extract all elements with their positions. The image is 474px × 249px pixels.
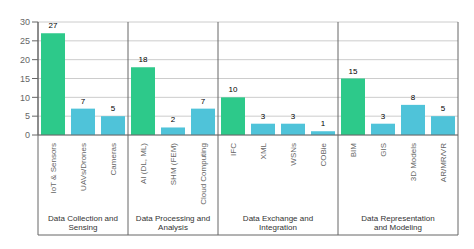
svg-text:10: 10 [229,85,238,94]
svg-text:3: 3 [261,112,266,121]
svg-text:Data Collection andSensing: Data Collection andSensing [48,213,118,231]
svg-text:XML: XML [259,142,268,159]
svg-text:1: 1 [321,119,326,128]
svg-text:5: 5 [111,104,116,113]
svg-text:8: 8 [411,93,416,102]
svg-text:Cameras: Cameras [109,143,118,175]
svg-text:30: 30 [20,17,30,27]
svg-text:UAVs/Drones: UAVs/Drones [79,143,88,191]
svg-text:GIS: GIS [379,143,388,157]
svg-text:3D Models: 3D Models [409,143,418,181]
svg-text:Data Exchange andIntegration: Data Exchange andIntegration [243,213,313,231]
svg-text:18: 18 [139,55,148,64]
svg-text:7: 7 [81,97,86,106]
svg-text:Cloud Computing: Cloud Computing [199,143,208,205]
svg-text:7: 7 [201,97,206,106]
svg-text:15: 15 [20,74,30,84]
svg-text:3: 3 [291,112,296,121]
svg-text:5: 5 [441,104,446,113]
svg-text:5: 5 [25,111,30,121]
svg-text:20: 20 [20,55,30,65]
svg-text:COBie: COBie [319,142,328,166]
svg-text:AI (DL, ML): AI (DL, ML) [139,143,148,184]
svg-text:WSNs: WSNs [289,143,298,166]
svg-text:3: 3 [381,112,386,121]
svg-text:SHM (FEM): SHM (FEM) [169,143,178,186]
svg-text:15: 15 [349,67,358,76]
svg-text:Data Processing andAnalysis: Data Processing andAnalysis [136,213,210,231]
svg-text:25: 25 [20,36,30,46]
svg-text:10: 10 [20,93,30,103]
svg-text:Data Representationand Modelin: Data Representationand Modeling [361,213,434,231]
svg-text:AR/MR/VR: AR/MR/VR [439,143,448,182]
svg-text:BIM: BIM [349,143,358,158]
svg-text:27: 27 [49,21,58,30]
svg-text:IFC: IFC [229,143,238,156]
svg-text:2: 2 [171,115,176,124]
svg-text:0: 0 [25,130,30,140]
svg-text:IoT & Sensors: IoT & Sensors [49,143,58,194]
